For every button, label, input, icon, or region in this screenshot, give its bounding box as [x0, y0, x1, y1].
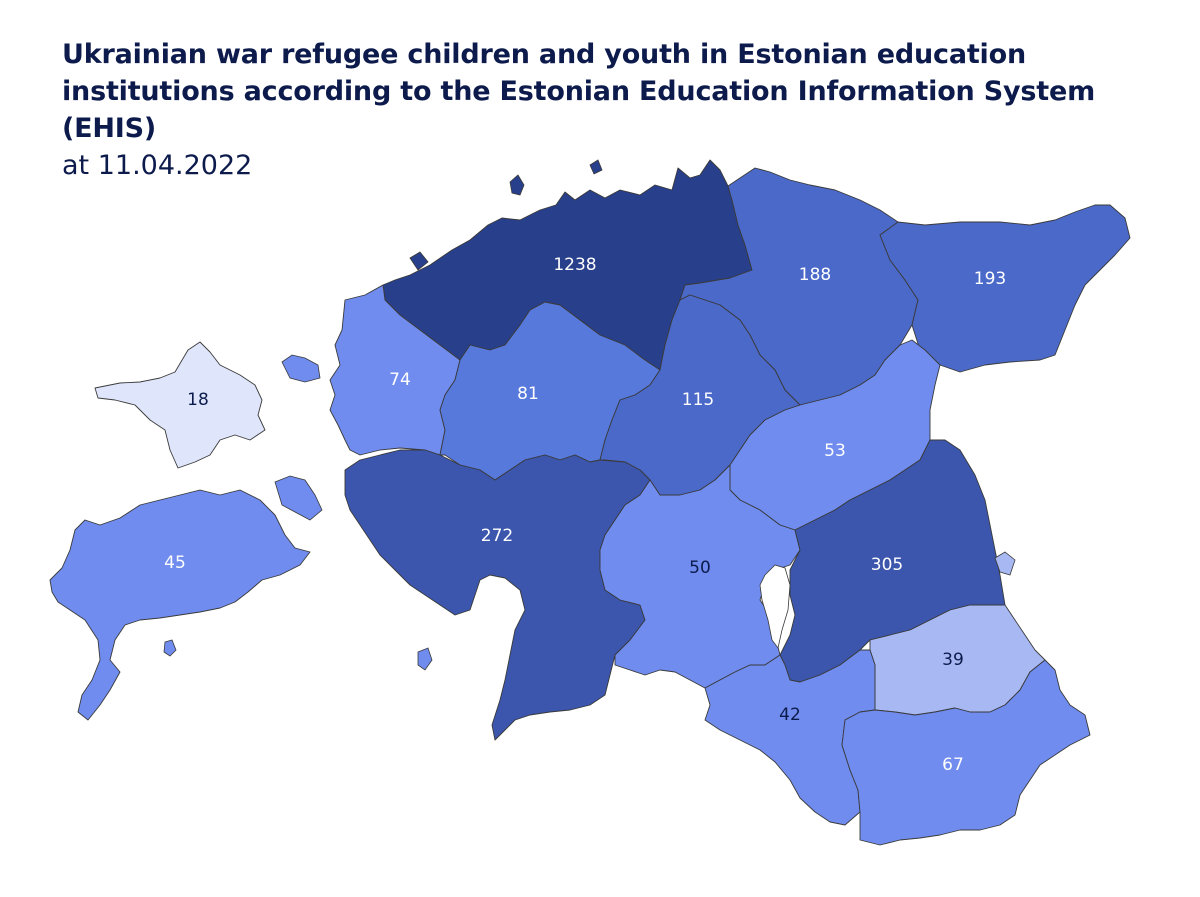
region-voru[interactable] [841, 659, 1091, 846]
region-hiiu[interactable] [94, 341, 266, 469]
island-north-1 [509, 174, 525, 196]
region-ida-viru[interactable] [879, 204, 1131, 373]
value-label-ida-viru: 193 [974, 269, 1006, 289]
value-label-saare: 45 [164, 553, 186, 573]
value-label-tartu: 305 [871, 555, 903, 575]
title-line-1: Ukrainian war refugee children and youth… [62, 39, 1026, 70]
lake-vortsjarv [759, 564, 791, 649]
region-saare[interactable] [49, 489, 311, 721]
island-ruhnu [163, 639, 177, 657]
value-label-valga: 42 [779, 705, 801, 725]
value-label-voru: 67 [942, 755, 964, 775]
value-label-rapla: 81 [517, 384, 539, 404]
value-label-laane-viru: 188 [799, 265, 831, 285]
value-label-harju: 1238 [553, 255, 596, 275]
value-label-jarva: 115 [682, 390, 714, 410]
island-vormsi [281, 354, 321, 383]
value-label-laane: 74 [389, 370, 411, 390]
region-parnu[interactable] [344, 449, 651, 741]
title-line-2: institutions according to the Estonian E… [62, 76, 1096, 144]
value-label-parnu: 272 [481, 526, 513, 546]
title-block: Ukrainian war refugee children and youth… [62, 36, 1172, 184]
value-label-hiiu: 18 [187, 390, 209, 410]
island-north-2 [409, 251, 429, 271]
value-label-viljandi: 50 [689, 558, 711, 578]
island-kihnu [417, 647, 433, 671]
subtitle: at 11.04.2022 [62, 150, 253, 181]
value-label-jogeva: 53 [824, 441, 846, 461]
island-muhu [274, 475, 323, 521]
island-north-3 [589, 159, 603, 175]
value-label-polva: 39 [942, 650, 964, 670]
island-east-fragment [994, 551, 1016, 576]
